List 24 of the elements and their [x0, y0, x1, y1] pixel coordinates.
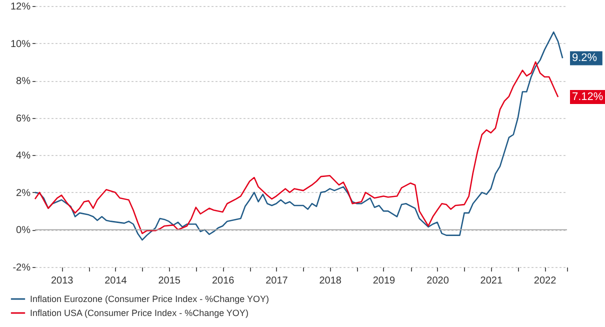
- annotation: 9.2%: [572, 52, 598, 64]
- line-series: [34, 31, 564, 241]
- x-tick-label: 2020: [426, 276, 450, 286]
- y-tick-label: 0%: [16, 225, 31, 236]
- x-tick-label: 2015: [158, 276, 181, 286]
- annotation: 7.12%: [572, 90, 604, 103]
- y-tick-label: 6%: [16, 113, 31, 124]
- legend-label: Inflation USA (Consumer Price Index - %Change YOY): [30, 308, 248, 318]
- y-tick-label: -2%: [12, 262, 31, 274]
- x-tick-label: 2022: [534, 276, 557, 286]
- x-tick-label: 2021: [480, 276, 503, 286]
- y-tick-label: 10%: [10, 38, 31, 50]
- x-tick-label: 2018: [319, 276, 342, 286]
- x-tick-label: 2016: [212, 276, 235, 286]
- x-tick-label: 2017: [266, 276, 288, 286]
- y-tick-label: 2%: [16, 188, 31, 199]
- legend-label: Inflation Eurozone (Consumer Price Index - %Change YOY): [30, 294, 269, 304]
- line-series: [34, 61, 559, 234]
- y-tick-label: 8%: [16, 76, 31, 88]
- x-tick-label: 2013: [50, 276, 74, 286]
- x-tick-label: 2014: [104, 276, 128, 286]
- x-tick-label: 2019: [372, 276, 396, 286]
- y-tick-label: 12%: [10, 2, 31, 12]
- y-tick-label: 4%: [16, 150, 31, 162]
